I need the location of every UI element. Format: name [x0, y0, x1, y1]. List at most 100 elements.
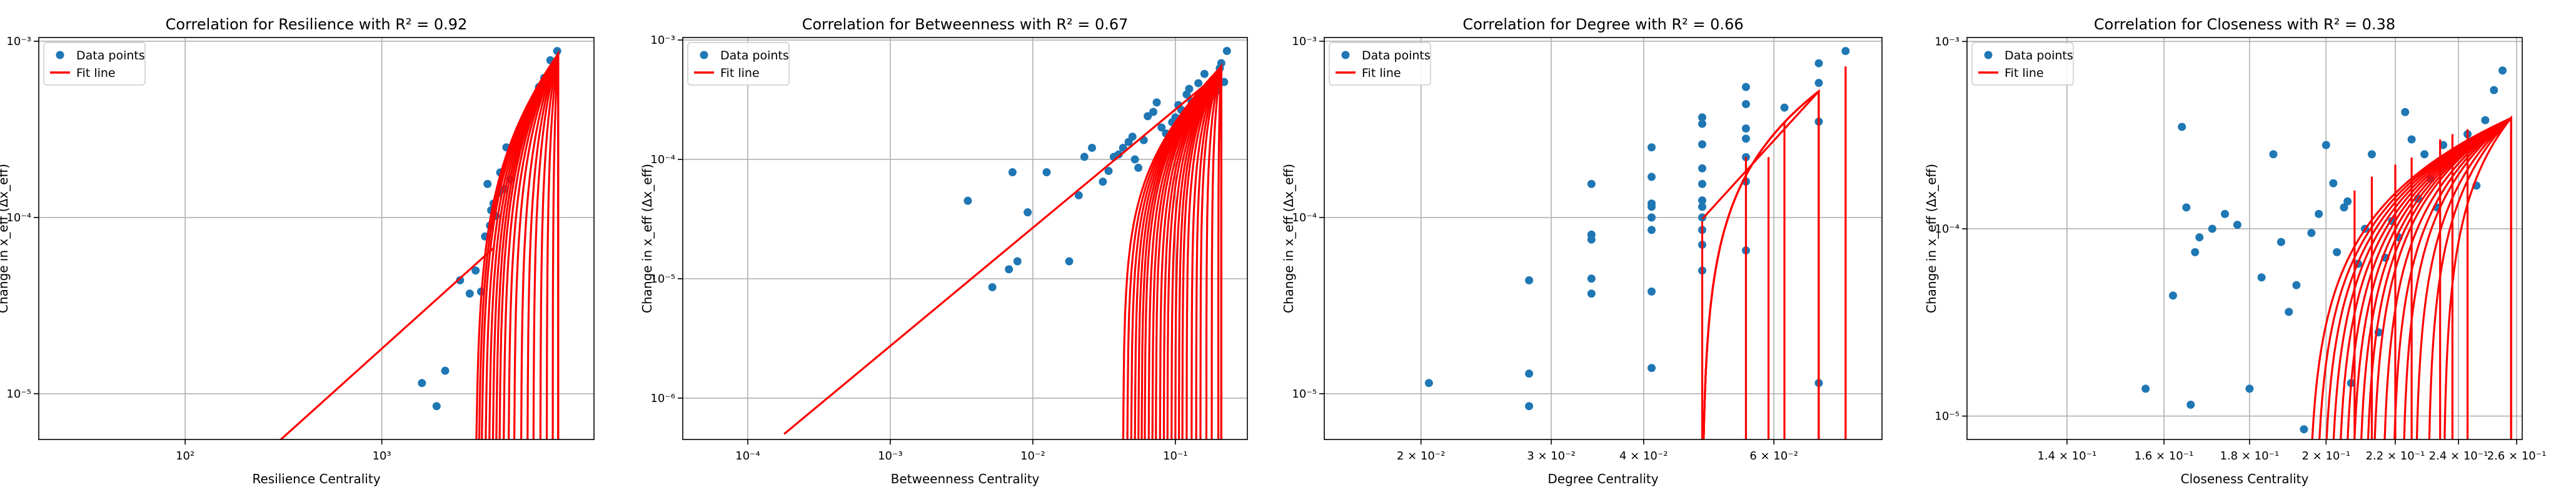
data-point [2178, 123, 2186, 131]
axes-frame [1966, 37, 2523, 440]
data-point [2141, 384, 2150, 393]
chart-panel-1: 10² 10³ 10⁻⁵ 10⁻⁴ 10⁻³ Correlation for Resili… [0, 16, 595, 486]
fit-curve [545, 53, 560, 439]
data-point [1424, 379, 1433, 388]
x-axis-label: Resilience Centrality [252, 471, 380, 486]
chart-title: Correlation for Closeness with R² = 0.38 [2094, 16, 2395, 33]
data-point [1087, 143, 1096, 152]
x-tick-label: 2.2 × 10⁻¹ [2366, 449, 2425, 463]
axes-frame [1324, 37, 1883, 440]
data-point [1587, 179, 1596, 188]
data-point [1074, 191, 1083, 199]
fit-curve [539, 53, 560, 439]
legend-box [43, 42, 146, 86]
y-tick-label: 10⁻⁴ [650, 153, 675, 166]
fit-curve [1199, 66, 1222, 439]
y-axis-label: Change in x_eff (Δx_eff) [1924, 164, 1939, 313]
y-axis-label: Change in x_eff (Δx_eff) [640, 164, 655, 313]
x-tick-label: 2.6 × 10⁻¹ [2487, 449, 2547, 463]
plot-area [1424, 47, 1850, 439]
data-point [2277, 238, 2285, 246]
y-tick-label: 10⁻⁴ [1292, 211, 1317, 224]
data-point [1587, 274, 1596, 283]
data-point [1013, 257, 1022, 266]
data-point [988, 283, 997, 291]
data-point [1587, 230, 1596, 239]
x-tick-label: 3 × 10⁻² [1527, 449, 1576, 463]
legend-marker-points [1984, 51, 1993, 59]
fit-curve [1703, 89, 1820, 439]
fit-curve [1703, 89, 1820, 439]
data-point [2343, 197, 2352, 206]
data-point [2191, 248, 2200, 256]
fit-line [279, 247, 495, 439]
x-tick-label: 4 × 10⁻² [1619, 449, 1668, 463]
data-point [1185, 84, 1194, 93]
y-tick-label: 10⁻⁶ [650, 392, 675, 405]
legend-label-fit: Fit line [2005, 66, 2044, 80]
x-axis-label: Closeness Centrality [2181, 471, 2309, 486]
data-point [2292, 281, 2301, 289]
fit-curve [1210, 66, 1222, 439]
fit-curve [1205, 66, 1222, 439]
x-tick-label: 2 × 10⁻¹ [2302, 449, 2350, 463]
chart-panel-2: 10⁻⁴ 10⁻³ 10⁻² 10⁻¹ 10⁻⁶ 10⁻⁵ 10⁻⁴ 10⁻³ Correlat… [640, 16, 1248, 486]
legend: Data points Fit line [1971, 42, 2074, 86]
data-point [2333, 248, 2342, 256]
x-tick-label: 10⁻² [1020, 449, 1045, 463]
data-point [1698, 179, 1706, 188]
data-point [1698, 140, 1706, 149]
data-point [2307, 229, 2316, 238]
x-tick-label: 10⁻³ [878, 449, 903, 463]
data-point [1130, 155, 1139, 164]
data-point [1217, 59, 1225, 68]
data-point [2182, 203, 2191, 212]
x-tick-label: 1.4 × 10⁻¹ [2037, 449, 2096, 463]
fit-curve [520, 53, 560, 439]
data-point [483, 179, 492, 188]
data-point [1648, 199, 1656, 208]
data-point [2420, 150, 2429, 159]
data-point [1525, 402, 1534, 411]
data-point [1841, 47, 1850, 56]
fit-curve [2428, 115, 2512, 439]
data-point [1005, 265, 1014, 274]
data-point [2407, 135, 2416, 144]
legend-marker-points [1341, 51, 1350, 59]
legend-box [1329, 42, 1431, 86]
data-point [2340, 203, 2348, 212]
axes-frame [682, 37, 1248, 440]
x-tick-label: 1.6 × 10⁻¹ [2135, 449, 2194, 463]
data-point [2498, 66, 2507, 75]
y-axis-label: Change in x_eff (Δx_eff) [0, 164, 11, 313]
y-tick-label: 10⁻⁵ [6, 388, 31, 401]
data-point [963, 196, 972, 205]
data-point [2233, 221, 2241, 229]
data-point [2269, 150, 2278, 159]
legend-label-points: Data points [2005, 49, 2073, 63]
data-point [1698, 113, 1706, 122]
y-tick-label: 10⁻⁵ [1935, 410, 1960, 423]
data-point [2220, 209, 2229, 218]
data-point [2195, 233, 2204, 242]
y-tick-label: 10⁻³ [1935, 35, 1960, 48]
legend-marker-points [700, 51, 708, 59]
legend: Data points Fit line [1329, 42, 1431, 86]
x-tick-label: 1.8 × 10⁻¹ [2220, 449, 2279, 463]
chart-title: Correlation for Degree with R² = 0.66 [1462, 16, 1743, 33]
fit-curve [2415, 116, 2512, 439]
x-tick-label: 10³ [373, 449, 391, 463]
data-point [1741, 134, 1750, 143]
legend-label-points: Data points [1362, 49, 1431, 63]
fit-curve [1703, 89, 1820, 439]
data-point [441, 366, 450, 375]
data-point [1648, 213, 1656, 222]
data-point [1648, 364, 1656, 373]
data-point [418, 379, 426, 388]
data-point [2481, 116, 2490, 124]
legend-label-fit: Fit line [720, 66, 760, 80]
data-point [2285, 308, 2293, 316]
data-point [2322, 141, 2330, 149]
data-point [2439, 141, 2448, 149]
data-point [1080, 153, 1089, 161]
